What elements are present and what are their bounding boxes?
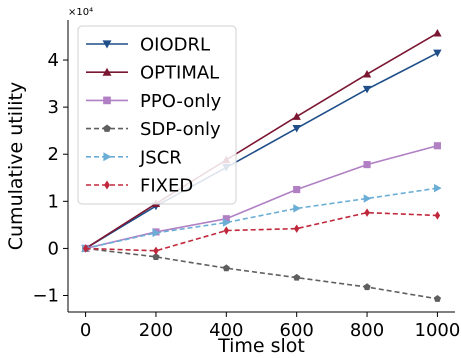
data-point-fixed (364, 208, 370, 217)
legend-marker (103, 96, 111, 105)
data-point-fixed (434, 211, 441, 220)
y-tick-label: 3 (48, 97, 59, 118)
y-tick-label: 2 (48, 144, 59, 165)
y-tick-label: 4 (48, 50, 59, 71)
series-fixed (82, 208, 441, 255)
y-multiplier-label: ×10⁴ (68, 7, 93, 18)
data-point-jscr (152, 228, 161, 238)
legend-label: SDP-only (140, 119, 221, 140)
legend-entry-sdp-only: SDP-only (86, 119, 221, 140)
legend-label: JSCR (139, 147, 182, 168)
data-point-ppo-only (222, 215, 230, 223)
data-point-ppo-only (363, 161, 371, 169)
x-tick-label: 800 (350, 320, 384, 341)
data-point-sdp-only (222, 264, 230, 272)
y-tick-label: −1 (32, 286, 59, 307)
y-tick-label: 0 (48, 238, 59, 259)
data-point-oiodrl (433, 49, 442, 58)
series-layer (81, 28, 442, 302)
x-tick-label: 1000 (415, 320, 461, 341)
data-point-sdp-only (363, 283, 371, 291)
y-tick-label: 1 (48, 191, 59, 212)
legend-marker (103, 152, 112, 162)
series-line-jscr (85, 187, 438, 250)
x-tick-label: 200 (139, 320, 173, 341)
data-point-fixed (293, 224, 300, 233)
legend: OIODRL OPTIMAL PPO-only SDP-only JSCR FIXED (77, 25, 237, 205)
data-point-sdp-only (293, 273, 301, 281)
data-point-optimal (362, 69, 372, 78)
x-tick-label: 600 (280, 320, 314, 341)
legend-entry-oiodrl: OIODRL (86, 35, 210, 56)
data-point-sdp-only (152, 253, 160, 260)
legend-marker (102, 67, 112, 76)
data-point-fixed (223, 226, 230, 235)
legend-marker (104, 180, 110, 190)
series-jscr (82, 183, 442, 253)
legend-label: PPO-only (140, 91, 222, 112)
legend-label: FIXED (140, 176, 193, 197)
x-tick-label: 0 (80, 320, 91, 341)
legend-entry-jscr: JSCR (86, 147, 182, 168)
data-point-jscr (434, 183, 442, 193)
y-axis: −1 0 1 2 3 4 (32, 20, 69, 312)
data-point-ppo-only (433, 142, 441, 150)
data-point-jscr (363, 194, 372, 203)
legend-label: OIODRL (140, 35, 210, 56)
data-point-fixed (153, 246, 159, 255)
x-tick-label: 400 (209, 320, 243, 341)
legend-entry-optimal: OPTIMAL (86, 63, 219, 84)
data-point-sdp-only (433, 295, 442, 302)
series-sdp-only (81, 244, 442, 302)
data-point-oiodrl (292, 124, 301, 133)
x-axis: 0 200 400 600 800 1000 (68, 311, 461, 341)
data-point-jscr (293, 204, 301, 213)
data-point-optimal (292, 112, 301, 120)
legend-entry-fixed: FIXED (86, 176, 193, 197)
data-point-optimal (433, 28, 442, 37)
series-line-fixed (85, 211, 438, 252)
series-line-optimal (85, 32, 438, 250)
legend-marker (103, 124, 111, 132)
x-axis-title: Time slot (217, 335, 305, 357)
data-point-oiodrl (362, 85, 372, 94)
series-line-oiodrl (85, 52, 438, 250)
data-point-jscr (222, 218, 231, 227)
legend-entry-ppo-only: PPO-only (86, 91, 222, 112)
series-line-sdp-only (85, 247, 438, 300)
legend-marker (102, 40, 112, 49)
data-point-ppo-only (293, 185, 301, 194)
legend-box (77, 25, 237, 205)
y-axis-title: Cumulative utility (5, 82, 27, 251)
legend-label: OPTIMAL (140, 63, 219, 84)
data-point-fixed (82, 244, 89, 253)
